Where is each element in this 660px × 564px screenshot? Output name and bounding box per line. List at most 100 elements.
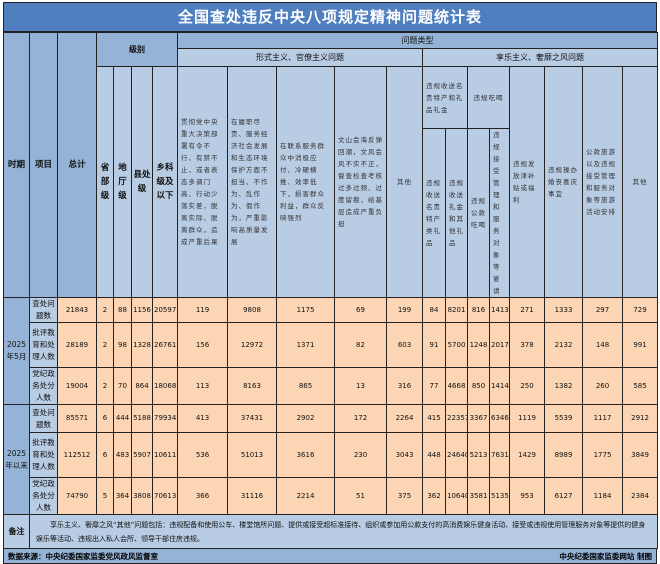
header-level-prefecture: 地厅级 xyxy=(113,66,132,298)
value-cell: 2902 xyxy=(276,404,335,433)
value-cell: 297 xyxy=(582,297,623,323)
value-cell: 69 xyxy=(334,297,387,323)
value-cell: 5188 xyxy=(131,404,153,433)
value-cell: 415 xyxy=(422,404,446,433)
value-cell: 1429 xyxy=(509,432,545,478)
value-cell: 113 xyxy=(177,367,228,405)
value-cell: 250 xyxy=(509,367,545,405)
value-cell: 5213 xyxy=(467,432,490,478)
header-problem-type: 问题类型 xyxy=(176,32,659,49)
value-cell: 70 xyxy=(113,367,132,405)
value-cell: 9808 xyxy=(227,297,277,323)
value-cell: 79934 xyxy=(152,404,178,433)
header-gift-cash: 违规收送礼金和其他礼品 xyxy=(445,128,468,298)
value-cell: 24640 xyxy=(445,432,468,478)
value-cell: 5700 xyxy=(445,322,468,368)
note-text: 享乐主义、奢靡之风“其他”问题包括：违规配备和使用公车、楼堂馆所问题、提供或接受… xyxy=(28,514,659,549)
value-cell: 864 xyxy=(131,367,153,405)
header-formalism-4: 文山会海反弹回潮，文风会风不实不正，督查检查考核过多过频、过度留痕，给基层造成严… xyxy=(334,66,387,298)
period-cell: 2025年以来 xyxy=(3,404,30,515)
header-formalism-other: 其他 xyxy=(386,66,423,298)
value-cell: 585 xyxy=(621,367,659,405)
row-item-label: 查处问题数 xyxy=(29,404,58,433)
header-formalism-2: 在履职尽责、服务经济社会发展和生态环境保护方面不担当、不作为、乱作为、假作为，严… xyxy=(227,66,277,298)
value-cell: 12972 xyxy=(227,322,277,368)
table-row: 2025年5月 查处问题数 21843 2 88 1156 20597 119 9808 1175… xyxy=(3,297,659,405)
value-cell: 413 xyxy=(177,404,228,433)
value-cell: 2214 xyxy=(276,477,335,515)
value-cell: 156 xyxy=(177,322,228,368)
value-cell: 378 xyxy=(509,322,545,368)
value-cell: 3808 xyxy=(131,477,153,515)
table-row: 党纪政务处分人数 74790 5 364 3808 70613 366 31116 2214 51… xyxy=(4,477,659,515)
value-cell: 1414 xyxy=(489,367,510,405)
value-cell: 85571 xyxy=(57,404,97,433)
value-cell: 1175 xyxy=(276,297,335,323)
footer: 数据来源：中央纪委国家监委党风政风监督室 中央纪委国家监委网站 制图 xyxy=(3,549,657,564)
header-level-county: 县处级 xyxy=(131,66,153,298)
value-cell: 2132 xyxy=(544,322,583,368)
value-cell: 98 xyxy=(113,322,132,368)
value-cell: 230 xyxy=(334,432,387,478)
header-gift-group: 违规收送名贵特产和礼品礼金 xyxy=(422,66,468,129)
value-cell: 1156 xyxy=(131,297,153,323)
value-cell: 5907 xyxy=(131,432,153,478)
table-row: 党纪政务处分人数 19004 2 70 864 18068 113 8163 865 13 316 7… xyxy=(4,367,659,405)
header-level-group: 级别 xyxy=(96,32,178,67)
value-cell: 366 xyxy=(177,477,228,515)
value-cell: 1775 xyxy=(582,432,623,478)
value-cell: 84 xyxy=(422,297,446,323)
header-hedonism-group: 享乐主义、奢靡之风问题 xyxy=(421,48,659,67)
value-cell: 28189 xyxy=(57,322,97,368)
value-cell: 26761 xyxy=(152,322,178,368)
value-cell: 991 xyxy=(621,322,659,368)
value-cell: 1371 xyxy=(276,322,335,368)
table-row: 2025年以来 查处问题数 85571 6 444 5188 79934 413 37431 29… xyxy=(3,404,659,515)
value-cell: 3849 xyxy=(621,432,659,478)
value-cell: 4668 xyxy=(445,367,468,405)
row-item-label: 党纪政务处分人数 xyxy=(29,477,58,515)
value-cell: 260 xyxy=(582,367,623,405)
value-cell: 5135 xyxy=(489,477,510,515)
statistics-table-container: 全国查处违反中央八项规定精神问题统计表 时期 项目 总计 级别 问题类型 形式主… xyxy=(3,2,659,564)
value-cell: 70613 xyxy=(152,477,178,515)
value-cell: 316 xyxy=(386,367,423,405)
table-row: 批评教育和处理人数 28189 2 98 1328 26761 156 12972 1371 82… xyxy=(4,322,659,368)
header-hedonism-weddings: 违规操办婚丧喜庆事宜 xyxy=(544,66,583,298)
value-cell: 3581 xyxy=(467,477,490,515)
value-cell: 199 xyxy=(386,297,423,323)
value-cell: 1382 xyxy=(544,367,583,405)
value-cell: 21843 xyxy=(57,297,97,323)
value-cell: 5539 xyxy=(544,404,583,433)
value-cell: 8201 xyxy=(445,297,468,323)
value-cell: 19004 xyxy=(57,367,97,405)
data-source: 数据来源：中央纪委国家监委党风政风监督室 xyxy=(8,551,158,561)
value-cell: 82 xyxy=(334,322,387,368)
header-hedonism-other: 其他 xyxy=(621,66,659,298)
header-dining-banquet: 违规接受管理和服务对象等宴请 xyxy=(489,128,510,298)
value-cell: 31116 xyxy=(227,477,277,515)
header-formalism-3: 在联系服务群众中消极应付、冷硬横推、效率低下，损害群众利益，群众反映强烈 xyxy=(276,66,335,298)
value-cell: 1248 xyxy=(467,322,490,368)
header-total: 总计 xyxy=(57,32,97,298)
value-cell: 953 xyxy=(509,477,545,515)
value-cell: 51013 xyxy=(227,432,277,478)
value-cell: 603 xyxy=(386,322,423,368)
value-cell: 536 xyxy=(177,432,228,478)
value-cell: 112512 xyxy=(57,432,97,478)
value-cell: 8989 xyxy=(544,432,583,478)
value-cell: 865 xyxy=(276,367,335,405)
value-cell: 18068 xyxy=(152,367,178,405)
row-item-label: 批评教育和处理人数 xyxy=(29,322,58,368)
value-cell: 483 xyxy=(113,432,132,478)
value-cell: 729 xyxy=(621,297,659,323)
value-cell: 1117 xyxy=(582,404,623,433)
note-label: 备注 xyxy=(3,514,30,549)
value-cell: 271 xyxy=(509,297,545,323)
value-cell: 7631 xyxy=(489,432,510,478)
header-dining-group: 违规吃喝 xyxy=(467,66,510,129)
value-cell: 1333 xyxy=(544,297,583,323)
value-cell: 3043 xyxy=(386,432,423,478)
value-cell: 816 xyxy=(467,297,490,323)
header-period: 时期 xyxy=(3,32,30,298)
